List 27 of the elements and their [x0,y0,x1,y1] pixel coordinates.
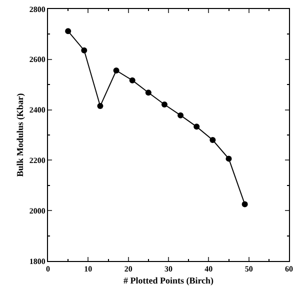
x-axis-title: # Plotted Points (Birch) [123,275,214,286]
point [65,28,72,34]
x-tick-label: 40 [204,264,213,274]
x-tick-label: 10 [84,264,92,274]
point [178,112,184,118]
x-tick-label: 60 [285,264,293,274]
y-axis-title: Bulk Modulus (Kbar) [14,93,25,177]
point [242,201,248,208]
point [145,90,152,96]
point [194,124,200,130]
y-tick-label: 2000 [29,206,46,216]
point [161,102,168,108]
y-tick-label: 2200 [29,156,46,165]
point [226,156,232,162]
y-tick-label: 2600 [29,55,46,64]
x-tick-label: 0 [46,264,50,274]
x-tick-label: 30 [164,264,172,274]
y-tick-label: 1800 [29,256,46,266]
y-tick-label: 2400 [29,106,46,115]
y-tick-label: 2800 [29,4,46,14]
point [210,137,216,144]
point [97,103,104,110]
point [81,47,88,54]
point [129,77,136,84]
x-tick-label: 20 [124,264,132,274]
point [113,67,120,74]
x-tick-label: 50 [244,264,253,274]
